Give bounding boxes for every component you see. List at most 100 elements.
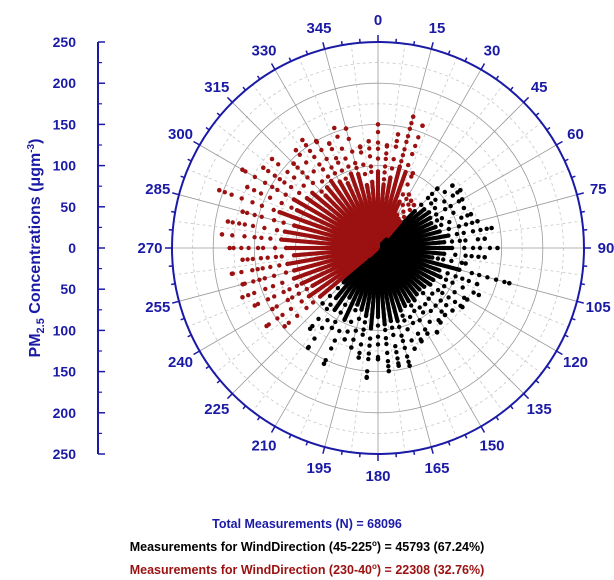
data-point xyxy=(268,265,272,269)
data-point xyxy=(246,293,250,297)
data-point xyxy=(395,319,399,323)
data-point xyxy=(266,169,270,173)
data-point xyxy=(462,246,466,250)
data-point xyxy=(461,285,465,289)
data-point-max xyxy=(425,331,430,336)
data-point xyxy=(439,223,443,227)
data-point xyxy=(320,179,324,183)
data-point xyxy=(253,213,257,217)
data-point xyxy=(406,360,410,364)
data-point xyxy=(295,208,299,212)
data-point xyxy=(266,297,270,301)
data-point xyxy=(429,221,433,225)
data-point-max xyxy=(475,282,480,287)
data-point xyxy=(259,236,263,240)
data-point xyxy=(428,282,432,286)
data-point xyxy=(275,228,279,232)
data-point xyxy=(399,159,403,163)
data-point-max xyxy=(230,272,235,277)
data-point xyxy=(439,298,443,302)
data-point xyxy=(280,201,284,205)
data-point xyxy=(266,256,270,260)
data-point-max xyxy=(438,320,443,325)
data-point xyxy=(283,229,287,233)
data-point xyxy=(310,284,314,288)
data-point xyxy=(401,210,405,214)
data-point xyxy=(346,181,350,185)
data-point xyxy=(416,135,420,139)
data-point xyxy=(272,294,276,298)
data-point-max xyxy=(327,141,332,146)
data-point xyxy=(460,261,464,265)
data-point xyxy=(406,202,410,206)
data-point xyxy=(369,326,373,330)
data-point xyxy=(386,359,390,363)
data-point xyxy=(403,304,407,308)
data-point xyxy=(312,336,316,340)
data-point xyxy=(408,315,412,319)
data-point xyxy=(470,271,474,275)
data-point xyxy=(403,346,407,350)
data-point xyxy=(409,121,413,125)
data-point xyxy=(312,169,316,173)
data-point xyxy=(359,308,363,312)
data-point xyxy=(485,275,489,279)
data-point xyxy=(272,208,276,212)
data-point xyxy=(394,350,398,354)
data-point xyxy=(401,153,405,157)
data-point xyxy=(359,150,363,154)
data-point-max xyxy=(376,122,381,127)
data-point-max xyxy=(477,293,482,298)
data-point xyxy=(451,211,455,215)
data-point xyxy=(376,140,380,144)
data-point xyxy=(417,287,421,291)
data-point xyxy=(276,162,280,166)
data-point xyxy=(392,157,396,161)
data-point xyxy=(449,204,453,208)
data-point xyxy=(342,280,346,284)
data-point xyxy=(268,236,272,240)
data-point xyxy=(367,344,371,348)
data-point-max xyxy=(465,297,470,302)
data-point xyxy=(325,307,329,311)
data-point xyxy=(446,295,450,299)
data-point xyxy=(355,302,359,306)
data-point xyxy=(334,156,338,160)
data-point xyxy=(357,317,361,321)
data-point-max xyxy=(240,282,245,287)
data-point xyxy=(329,165,333,169)
data-point xyxy=(422,207,426,211)
data-point xyxy=(426,196,430,200)
data-point xyxy=(308,149,312,153)
data-point xyxy=(444,278,448,282)
data-point xyxy=(447,227,451,231)
data-point xyxy=(477,273,481,277)
data-point xyxy=(367,146,371,150)
data-point xyxy=(368,154,372,158)
data-point xyxy=(406,134,410,138)
data-point xyxy=(403,170,407,174)
data-point xyxy=(451,193,455,197)
data-point xyxy=(464,222,468,226)
data-point xyxy=(442,252,446,256)
data-point xyxy=(292,276,296,280)
data-point xyxy=(286,298,290,302)
data-point xyxy=(336,161,340,165)
data-point-max xyxy=(460,305,465,310)
data-point xyxy=(289,307,293,311)
data-point xyxy=(273,246,277,250)
data-point xyxy=(415,292,419,296)
data-point xyxy=(311,300,315,304)
data-point xyxy=(272,218,276,222)
data-point xyxy=(455,232,459,236)
data-point-max xyxy=(443,313,448,318)
data-point xyxy=(311,181,315,185)
data-point xyxy=(295,165,299,169)
data-point xyxy=(402,147,406,151)
data-point xyxy=(359,342,363,346)
data-point-max xyxy=(420,123,425,128)
data-point xyxy=(401,203,405,207)
data-point xyxy=(419,203,423,207)
data-point xyxy=(440,216,444,220)
